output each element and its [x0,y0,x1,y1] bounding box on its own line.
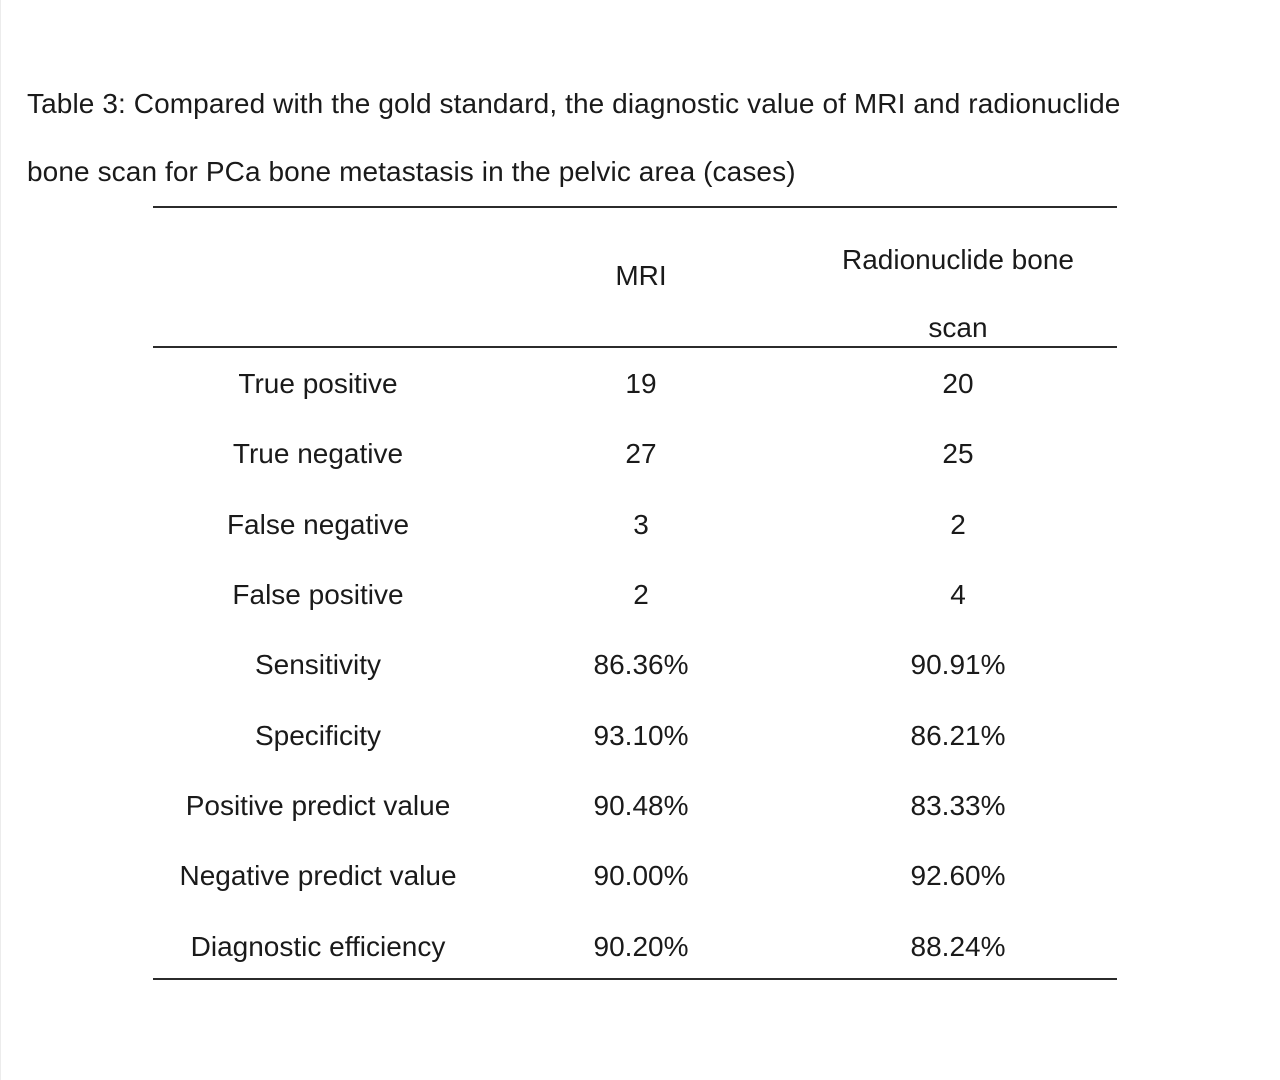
table-row: False positive 2 4 [153,560,1117,630]
caption-line-2: bone scan for PCa bone metastasis in the… [27,156,796,187]
header-rbs-line-2: scan [928,312,988,343]
row-label: Specificity [254,719,382,751]
table-row: True positive 19 20 [153,349,1117,419]
row-label: Diagnostic efficiency [190,930,446,962]
row-label: False negative [226,508,410,540]
scan-value: 25 [942,438,974,470]
table-row: True negative 27 25 [153,419,1117,489]
mri-value: 90.00% [593,860,689,892]
header-rbs-line-1: Radionuclide bone [842,244,1074,275]
scan-value: 92.60% [910,860,1006,892]
scan-value: 2 [950,508,966,540]
table-body: True positive 19 20 True negative 27 25 … [153,349,1117,982]
table-caption: Table 3: Compared with the gold standard… [27,70,1257,206]
mri-value: 19 [625,368,657,400]
row-label: Positive predict value [185,789,451,821]
table-top-rule [153,206,1117,208]
row-label: True positive [238,368,398,400]
table-bottom-rule [153,978,1117,980]
table-row: Negative predict value 90.00% 92.60% [153,841,1117,911]
scan-value: 86.21% [910,719,1006,751]
table-row: Sensitivity 86.36% 90.91% [153,630,1117,700]
scan-value: 20 [942,368,974,400]
scan-value: 88.24% [910,930,1006,962]
row-label: Negative predict value [179,860,457,892]
caption-line-1: Table 3: Compared with the gold standard… [27,88,1121,119]
mri-value: 86.36% [593,649,689,681]
row-label: Sensitivity [254,649,382,681]
row-label: False positive [232,579,404,611]
mri-value: 3 [633,508,649,540]
header-mri: MRI [615,260,667,291]
mri-value: 90.48% [593,789,689,821]
scan-value: 90.91% [910,649,1006,681]
row-label: True negative [232,438,404,470]
header-radionuclide-bone-scan: Radionuclide bone scan [798,226,1118,362]
mri-value: 93.10% [593,719,689,751]
scan-value: 4 [950,579,966,611]
table-row: Diagnostic efficiency 90.20% 88.24% [153,911,1117,981]
scan-value: 83.33% [910,789,1006,821]
table-row: False negative 3 2 [153,490,1117,560]
mri-value: 27 [625,438,657,470]
table-header-rule [153,346,1117,348]
mri-value: 2 [633,579,649,611]
table-row: Positive predict value 90.48% 83.33% [153,771,1117,841]
mri-value: 90.20% [593,930,689,962]
table-row: Specificity 93.10% 86.21% [153,700,1117,770]
